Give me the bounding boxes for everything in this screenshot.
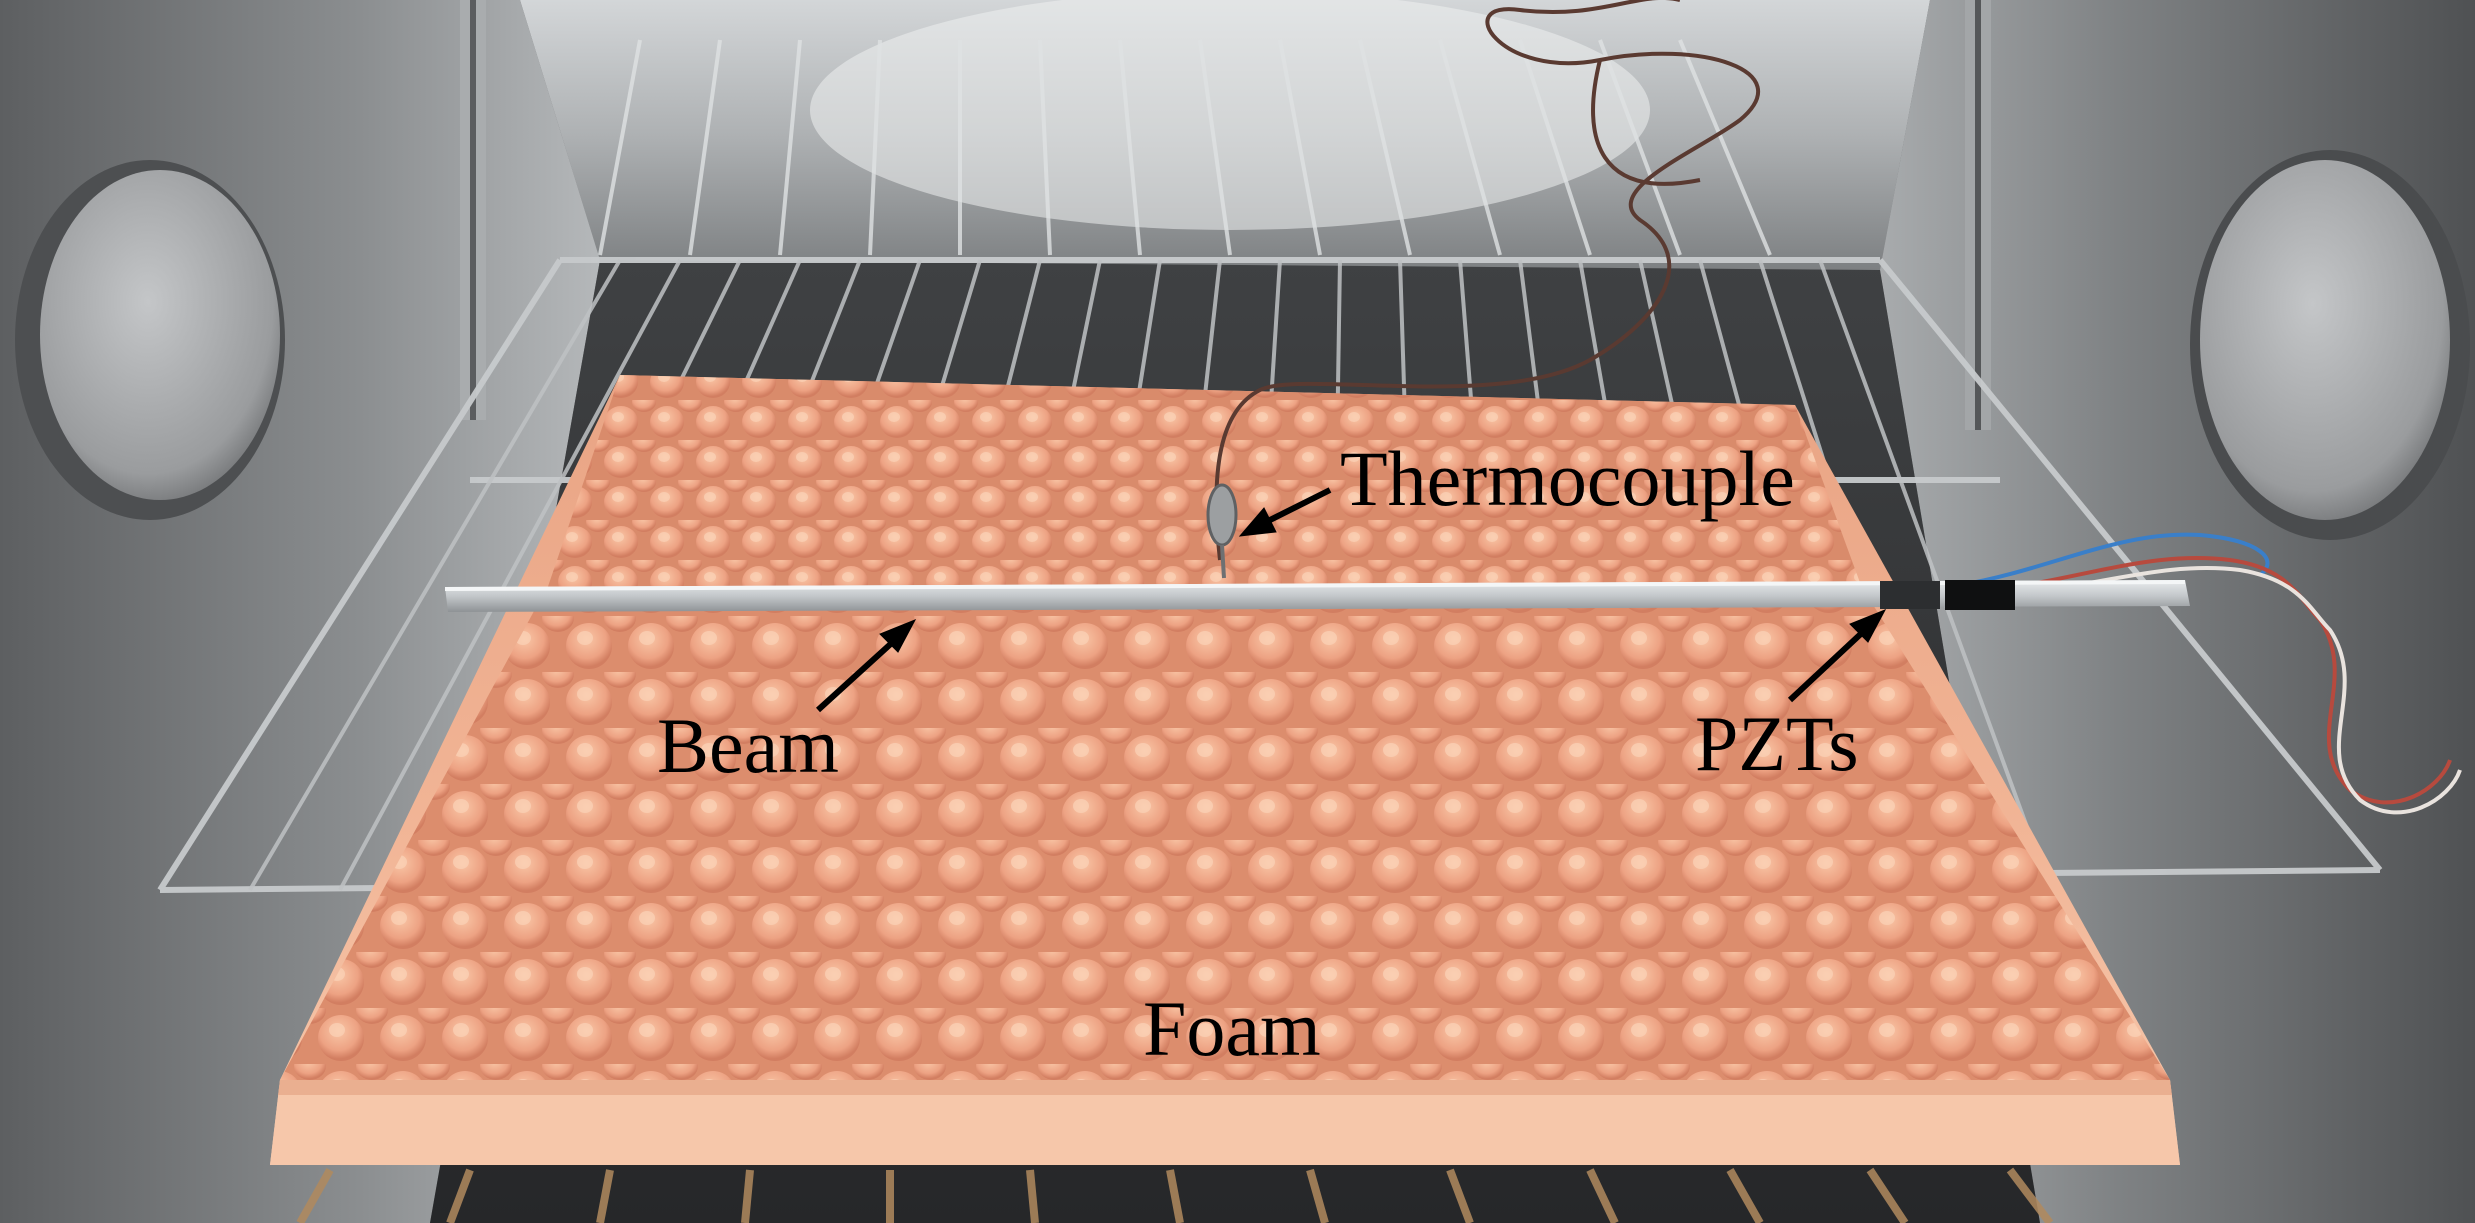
- pzts-label: PZTs: [1695, 700, 1859, 787]
- thermocouple-probe: [1206, 483, 1238, 579]
- beam-label: Beam: [657, 702, 839, 789]
- pzts-arrow: [1787, 627, 1868, 703]
- foam-pad: [270, 375, 2180, 1165]
- beam-arrow: [815, 637, 898, 713]
- thermocouple-label: Thermocouple: [1340, 435, 1795, 522]
- foam-label: Foam: [1143, 985, 1321, 1072]
- pzt-wires: [1959, 532, 2462, 815]
- thermocouple-arrow: [1260, 487, 1332, 527]
- pzt-patch: [1880, 580, 2015, 610]
- thermocouple-wire: [1214, 0, 1760, 561]
- aluminum-beam: [445, 580, 2190, 612]
- annotation-arrows: [815, 487, 1887, 713]
